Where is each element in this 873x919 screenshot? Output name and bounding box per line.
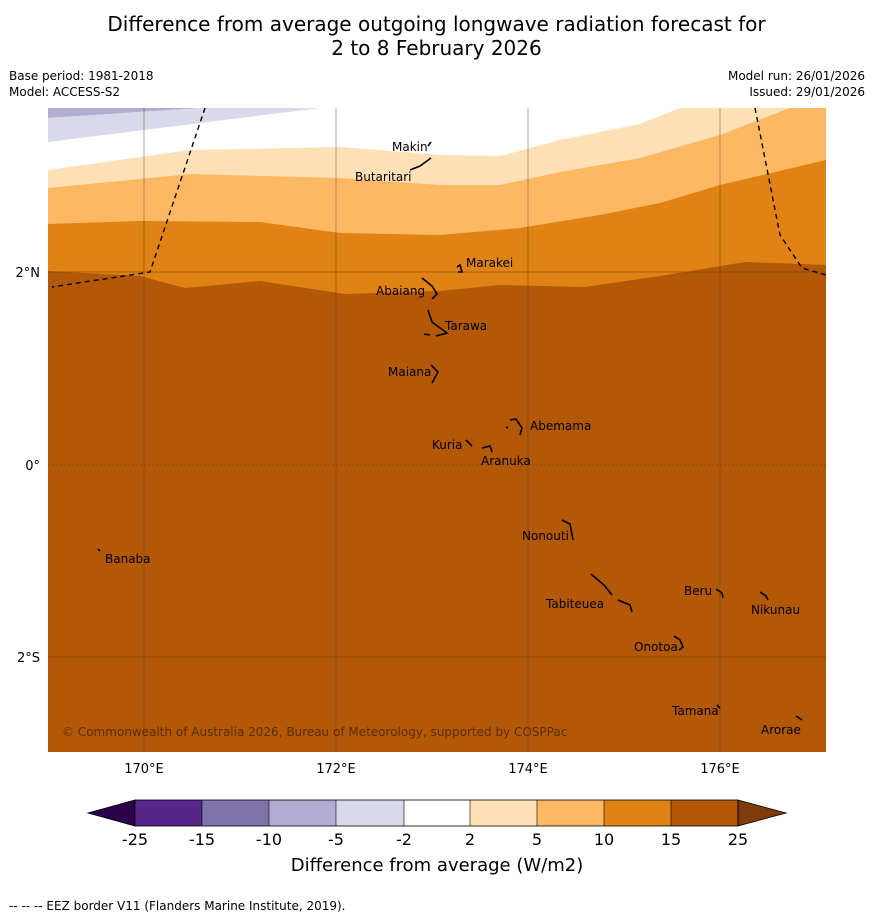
- cb-tick-neg5: -5: [328, 830, 344, 849]
- banaba-outline: [97, 548, 101, 552]
- eez-footnote: -- -- -- EEZ border V11 (Flanders Marine…: [9, 899, 346, 913]
- nikunau-outline: [759, 591, 769, 601]
- band-pos15-25: [48, 262, 826, 752]
- colorbar-extend-min: [86, 799, 136, 827]
- colorbar-segment-pos5-10: [537, 800, 604, 826]
- colorbar-segment-pos10-15: [604, 800, 671, 826]
- colorbar-segment-pos15-25: [671, 800, 738, 826]
- beru-outline: [715, 588, 724, 599]
- maiana-outline: [430, 364, 439, 384]
- issued-text: Issued: 29/01/2026: [749, 85, 865, 99]
- colorbar-segment-pos2-5: [470, 800, 537, 826]
- lon-label-174e: 174°E: [508, 762, 548, 777]
- colorbar-segment-neg10-5: [269, 800, 336, 826]
- colorbar: -25 -15 -10 -5 -2 2 5 10 15 25 Differenc…: [86, 799, 788, 876]
- colorbar-segment-neg5-2: [336, 800, 404, 826]
- tarawa-outline: [423, 309, 449, 337]
- island-labels: Makin Butaritari Marakei Abaiang Tarawa …: [105, 140, 801, 737]
- contour-layer: [48, 108, 826, 752]
- model-text: Model: ACCESS-S2: [9, 85, 121, 99]
- colorbar-frame: [134, 799, 739, 827]
- meta-right: Model run: 26/01/2026 Issued: 29/01/2026: [728, 68, 865, 100]
- cb-tick-neg2: -2: [396, 830, 412, 849]
- cb-tick-neg25: -25: [122, 830, 148, 849]
- lat-label-0: 0°: [25, 459, 40, 474]
- label-arorae: Arorae: [761, 723, 801, 737]
- lat-label-2n: 2°N: [16, 266, 41, 281]
- colorbar-segment-neg25-15: [135, 800, 202, 826]
- cb-tick-10: 10: [594, 830, 614, 849]
- label-tarawa: Tarawa: [444, 319, 487, 333]
- graticule: [48, 108, 826, 752]
- label-nikunau: Nikunau: [751, 603, 800, 617]
- marakei-outline: [456, 263, 464, 273]
- label-nonouti: Nonouti: [522, 529, 569, 543]
- meta-left: Base period: 1981-2018 Model: ACCESS-S2: [9, 68, 154, 100]
- colorbar-segment-neg2-2: [404, 800, 470, 826]
- map-title: Difference from average outgoing longwav…: [0, 12, 873, 60]
- cb-tick-5: 5: [532, 830, 542, 849]
- label-marakei: Marakei: [466, 256, 513, 270]
- label-butaritari: Butaritari: [355, 170, 412, 184]
- label-abemama: Abemama: [530, 419, 591, 433]
- label-abaiang: Abaiang: [376, 284, 425, 298]
- lon-label-172e: 172°E: [316, 762, 356, 777]
- colorbar-title: Difference from average (W/m2): [291, 855, 583, 876]
- island-outlines: [97, 141, 803, 721]
- arorae-outline: [795, 715, 803, 721]
- aranuka-outline: [481, 445, 493, 453]
- makin-outline: [409, 141, 432, 171]
- colorbar-extend-max: [737, 799, 788, 827]
- label-onotoa: Onotoa: [634, 640, 678, 654]
- label-banaba: Banaba: [105, 552, 151, 566]
- label-tamana: Tamana: [671, 704, 719, 718]
- lon-label-170e: 170°E: [124, 762, 164, 777]
- nonouti-outline: [561, 519, 574, 541]
- label-maiana: Maiana: [388, 365, 431, 379]
- label-tabiteuea: Tabiteuea: [545, 597, 604, 611]
- label-beru: Beru: [684, 584, 712, 598]
- eez-border-west: [51, 107, 206, 288]
- tabiteuea-outline: [590, 573, 633, 613]
- cb-tick-15: 15: [661, 830, 681, 849]
- colorbar-dividers: [201, 800, 672, 826]
- label-makin: Makin: [392, 140, 428, 154]
- title-line-2: 2 to 8 February 2026: [331, 36, 542, 60]
- label-kuria: Kuria: [432, 438, 463, 452]
- tamana-outline: [716, 704, 721, 709]
- eez-border-east: [754, 107, 827, 276]
- model-run-text: Model run: 26/01/2026: [727, 69, 865, 83]
- kuria-outline: [465, 439, 473, 447]
- lat-axis-labels: 2°N 0° 2°S: [16, 266, 41, 666]
- lon-label-176e: 176°E: [700, 762, 740, 777]
- cb-tick-2: 2: [465, 830, 475, 849]
- eez-border: [51, 107, 827, 288]
- lon-axis-labels: 170°E 172°E 174°E 176°E: [124, 762, 740, 777]
- title-line-1: Difference from average outgoing longwav…: [107, 12, 766, 36]
- band-neg5-2: [48, 108, 320, 142]
- cb-tick-neg15: -15: [189, 830, 215, 849]
- copyright-text: © Commonwealth of Australia 2026, Bureau…: [62, 725, 567, 739]
- cb-tick-neg10: -10: [256, 830, 282, 849]
- abemama-outline: [505, 418, 523, 436]
- label-aranuka: Aranuka: [481, 454, 531, 468]
- cb-tick-25: 25: [728, 830, 748, 849]
- onotoa-outline: [673, 635, 684, 651]
- base-period-text: Base period: 1981-2018: [9, 69, 154, 83]
- lat-label-2s: 2°S: [17, 651, 40, 666]
- colorbar-tick-labels: -25 -15 -10 -5 -2 2 5 10 15 25: [122, 830, 748, 849]
- colorbar-segment-neg15-10: [202, 800, 269, 826]
- abaiang-outline: [421, 277, 439, 300]
